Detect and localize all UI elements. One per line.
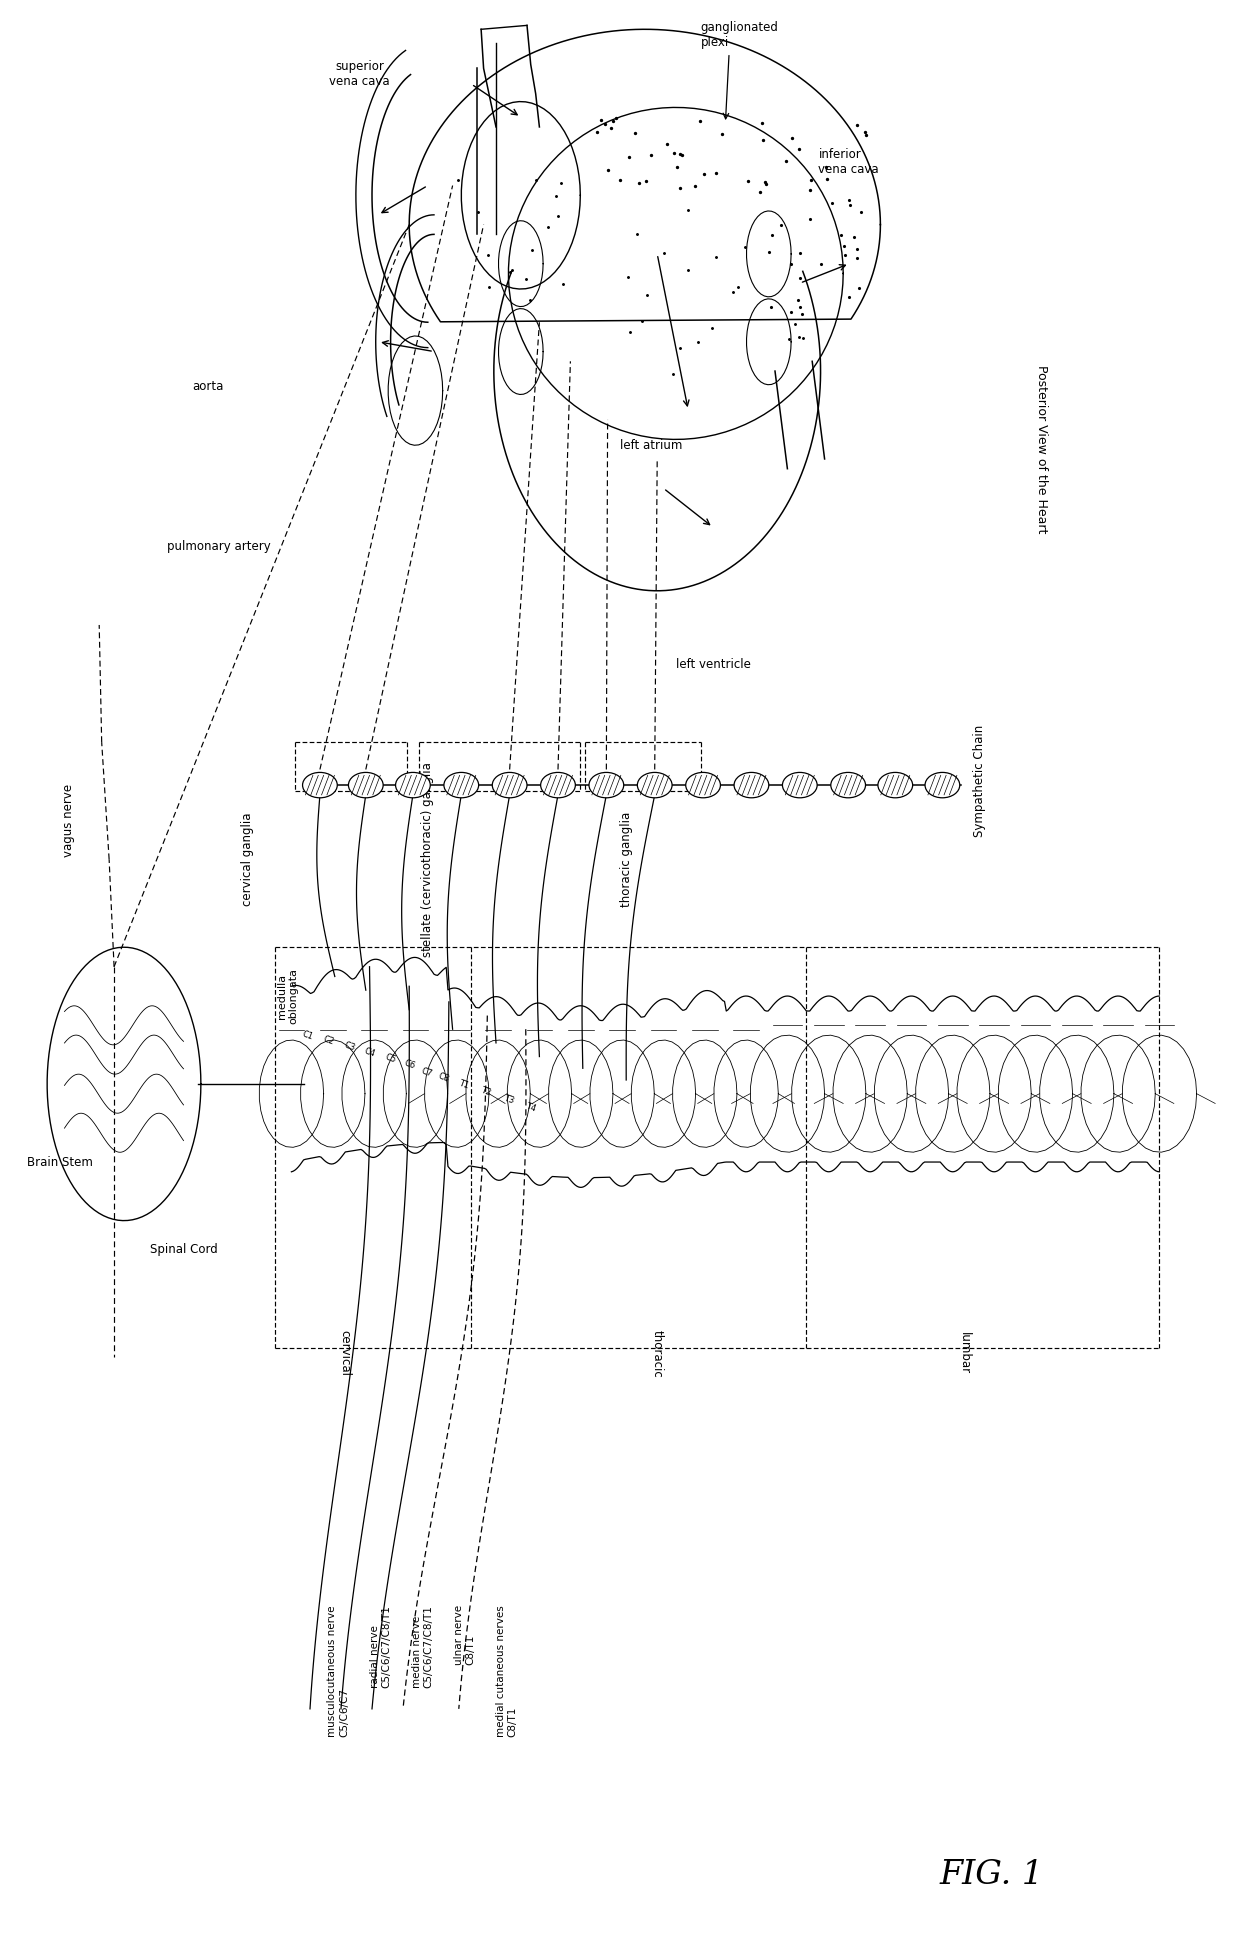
Text: C2: C2 bbox=[322, 1035, 335, 1047]
Text: T2: T2 bbox=[480, 1086, 492, 1098]
Ellipse shape bbox=[396, 771, 430, 797]
Text: vagus nerve: vagus nerve bbox=[62, 783, 74, 857]
Ellipse shape bbox=[541, 771, 575, 797]
Text: C5: C5 bbox=[384, 1053, 397, 1064]
Text: thoracic: thoracic bbox=[651, 1330, 663, 1377]
Text: radial nerve
C5/C6/C7/C8/T1: radial nerve C5/C6/C7/C8/T1 bbox=[370, 1605, 391, 1687]
Text: median nerve
C5/C6/C7/C8/T1: median nerve C5/C6/C7/C8/T1 bbox=[412, 1605, 433, 1687]
Ellipse shape bbox=[782, 771, 817, 797]
Text: cervical ganglia: cervical ganglia bbox=[242, 812, 254, 906]
Ellipse shape bbox=[734, 771, 769, 797]
Ellipse shape bbox=[303, 771, 337, 797]
Text: Spinal Cord: Spinal Cord bbox=[150, 1244, 217, 1256]
Text: medulla
oblongata: medulla oblongata bbox=[277, 969, 299, 1023]
Text: thoracic ganglia: thoracic ganglia bbox=[620, 812, 632, 906]
Ellipse shape bbox=[492, 771, 527, 797]
Text: Brain Stem: Brain Stem bbox=[26, 1156, 93, 1168]
Text: lumbar: lumbar bbox=[959, 1332, 971, 1375]
Text: inferior
vena cava: inferior vena cava bbox=[818, 148, 879, 176]
Ellipse shape bbox=[348, 771, 383, 797]
Text: left ventricle: left ventricle bbox=[676, 658, 750, 670]
Text: cervical: cervical bbox=[339, 1330, 351, 1377]
Ellipse shape bbox=[925, 771, 960, 797]
Text: C6: C6 bbox=[402, 1059, 417, 1070]
Text: Sympathetic Chain: Sympathetic Chain bbox=[973, 725, 986, 838]
Text: C7: C7 bbox=[419, 1066, 434, 1078]
Ellipse shape bbox=[637, 771, 672, 797]
Text: T3: T3 bbox=[502, 1094, 515, 1105]
Text: C8: C8 bbox=[436, 1072, 451, 1084]
Text: ulnar nerve
C8/T1: ulnar nerve C8/T1 bbox=[454, 1605, 475, 1666]
Ellipse shape bbox=[831, 771, 866, 797]
Text: medial cutaneous nerves
C8/T1: medial cutaneous nerves C8/T1 bbox=[496, 1605, 517, 1736]
Text: T4: T4 bbox=[525, 1101, 537, 1113]
Ellipse shape bbox=[589, 771, 624, 797]
Text: ganglionated
plexi: ganglionated plexi bbox=[701, 21, 779, 49]
Text: Posterior View of the Heart: Posterior View of the Heart bbox=[1035, 365, 1048, 533]
Text: musculocutaneous nerve
C5/C6/C7: musculocutaneous nerve C5/C6/C7 bbox=[327, 1605, 348, 1736]
Ellipse shape bbox=[444, 771, 479, 797]
Text: C4: C4 bbox=[363, 1047, 376, 1059]
Text: T1: T1 bbox=[458, 1078, 470, 1090]
Text: C1: C1 bbox=[301, 1029, 314, 1041]
Text: stellate (cervicothoracic) ganglia: stellate (cervicothoracic) ganglia bbox=[422, 762, 434, 957]
Text: aorta: aorta bbox=[192, 381, 223, 393]
Text: left atrium: left atrium bbox=[620, 439, 682, 451]
Text: pulmonary artery: pulmonary artery bbox=[167, 541, 272, 553]
Text: superior
vena cava: superior vena cava bbox=[330, 61, 389, 88]
Ellipse shape bbox=[878, 771, 913, 797]
Ellipse shape bbox=[686, 771, 720, 797]
Text: FIG. 1: FIG. 1 bbox=[940, 1859, 1044, 1891]
Text: C3: C3 bbox=[342, 1041, 357, 1053]
